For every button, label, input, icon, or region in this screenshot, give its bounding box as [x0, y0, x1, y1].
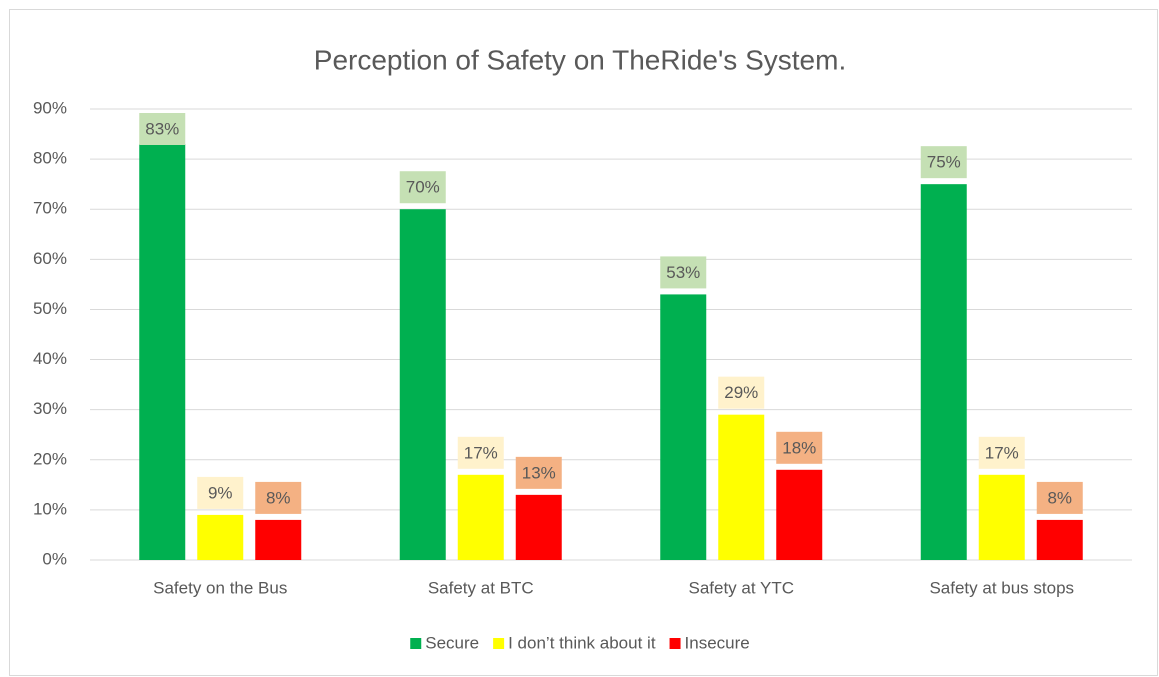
bar — [776, 469, 823, 560]
chart-title: Perception of Safety on TheRide's System… — [314, 44, 846, 75]
legend-swatch — [669, 638, 681, 649]
data-label-box — [139, 113, 186, 145]
y-tick-label: 20% — [33, 449, 67, 468]
legend-swatch — [410, 638, 422, 649]
bar — [399, 209, 446, 560]
data-label-box — [660, 256, 707, 289]
legend-label: I don’t think about it — [508, 633, 656, 652]
data-label-box — [920, 146, 967, 179]
data-label-box — [457, 436, 504, 469]
data-label: 18% — [782, 438, 816, 457]
legend-label: Secure — [425, 633, 479, 652]
y-tick-label: 0% — [42, 549, 67, 568]
data-label-box — [776, 431, 823, 464]
data-label: 75% — [927, 153, 961, 172]
data-label-box — [978, 436, 1025, 469]
data-label: 17% — [985, 443, 1019, 462]
x-tick-label: Safety at YTC — [688, 578, 794, 597]
x-tick-label: Safety at BTC — [428, 578, 534, 597]
data-label-box — [718, 376, 765, 409]
bar — [515, 494, 562, 560]
bar — [1036, 519, 1083, 560]
y-tick-label: 10% — [33, 499, 67, 518]
data-label: 29% — [724, 383, 758, 402]
y-tick-label: 60% — [33, 249, 67, 268]
bar — [197, 514, 244, 560]
data-label: 70% — [406, 178, 440, 197]
y-tick-label: 90% — [33, 98, 67, 117]
data-label-box — [197, 476, 244, 509]
legend-label: Insecure — [685, 633, 750, 652]
bar — [660, 294, 707, 560]
data-label: 53% — [666, 263, 700, 282]
y-tick-label: 30% — [33, 399, 67, 418]
data-label: 13% — [522, 463, 556, 482]
bar — [718, 414, 765, 560]
bar — [255, 519, 302, 560]
bar — [457, 474, 504, 560]
data-label-box — [399, 171, 446, 204]
x-tick-label: Safety at bus stops — [929, 578, 1074, 597]
bar — [920, 184, 967, 560]
x-tick-label: Safety on the Bus — [153, 578, 287, 597]
data-label: 8% — [266, 488, 291, 507]
data-label-box — [515, 456, 562, 489]
bar — [978, 474, 1025, 560]
y-tick-label: 70% — [33, 199, 67, 218]
bar — [139, 144, 186, 561]
y-tick-label: 40% — [33, 349, 67, 368]
data-label: 9% — [208, 483, 233, 502]
data-label-box — [1036, 481, 1083, 514]
legend-swatch — [493, 638, 505, 649]
data-label: 8% — [1047, 488, 1072, 507]
y-tick-label: 80% — [33, 149, 67, 168]
y-tick-label: 50% — [33, 299, 67, 318]
data-label-box — [255, 481, 302, 514]
data-label: 83% — [145, 119, 179, 138]
data-label: 17% — [464, 443, 498, 462]
